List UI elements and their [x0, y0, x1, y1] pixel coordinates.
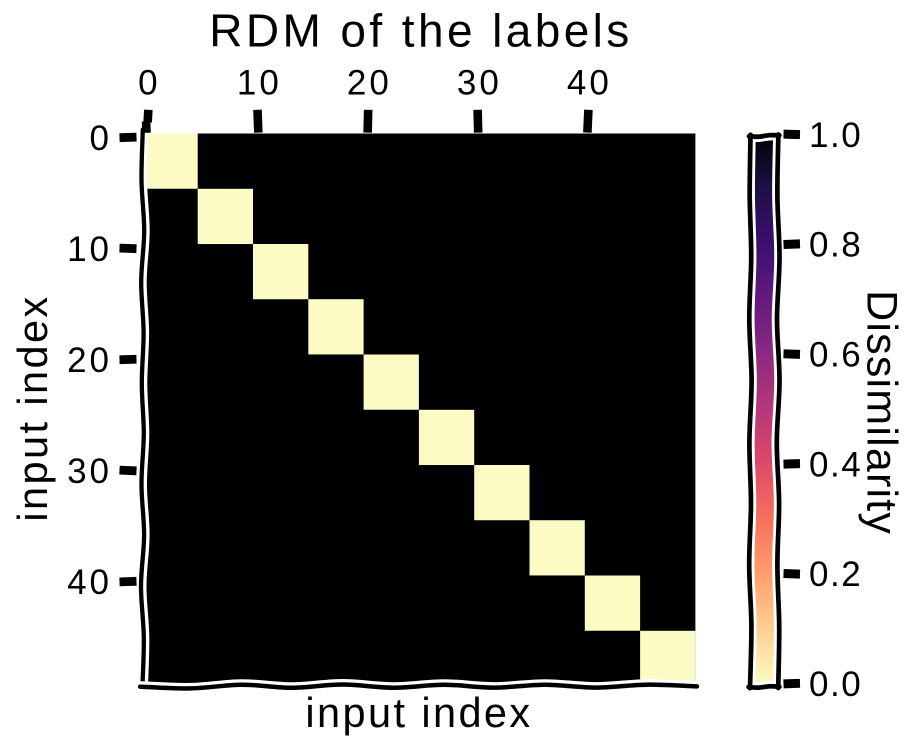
svg-text:input index: input index: [9, 294, 56, 521]
svg-text:1.0: 1.0: [809, 116, 862, 155]
svg-text:40: 40: [67, 563, 112, 602]
svg-text:0.4: 0.4: [809, 445, 862, 484]
svg-text:0.6: 0.6: [809, 335, 862, 374]
svg-text:0: 0: [138, 64, 160, 103]
svg-text:0.0: 0.0: [809, 665, 862, 704]
svg-text:20: 20: [347, 64, 392, 103]
svg-text:0.2: 0.2: [809, 555, 862, 594]
svg-text:input index: input index: [305, 689, 532, 736]
svg-text:10: 10: [237, 64, 282, 103]
svg-text:RDM of the labels: RDM of the labels: [209, 5, 632, 57]
svg-text:40: 40: [567, 64, 612, 103]
svg-text:30: 30: [457, 64, 502, 103]
svg-text:0: 0: [90, 119, 112, 158]
svg-text:Dissimilarity: Dissimilarity: [858, 290, 906, 535]
svg-text:10: 10: [67, 230, 112, 269]
svg-text:0.8: 0.8: [809, 226, 862, 265]
svg-text:20: 20: [67, 341, 112, 380]
svg-text:30: 30: [67, 452, 112, 491]
